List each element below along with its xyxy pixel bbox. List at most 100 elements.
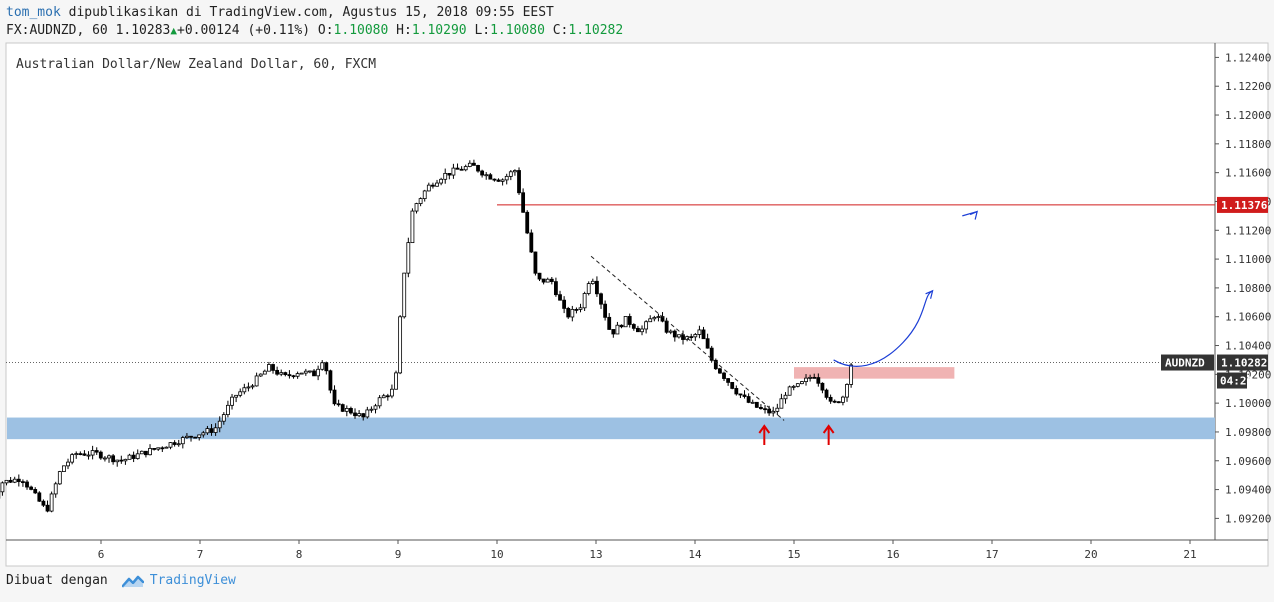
- candle: [0, 481, 5, 496]
- candle-body: [312, 370, 316, 377]
- candle: [74, 451, 79, 459]
- candle-body: [74, 453, 79, 456]
- candle: [426, 182, 431, 192]
- candle-body: [447, 172, 452, 176]
- candle-body: [12, 478, 17, 483]
- candle: [562, 296, 567, 314]
- resistance-price-tag: [1217, 196, 1268, 213]
- candle-body: [70, 454, 75, 463]
- candle-body: [217, 420, 222, 429]
- candle: [754, 401, 759, 409]
- candle-body: [656, 316, 661, 318]
- candle-body: [185, 435, 189, 438]
- tradingview-link[interactable]: TradingView: [149, 573, 236, 588]
- candle-body: [693, 334, 698, 338]
- candle-body: [582, 293, 587, 309]
- candle: [139, 450, 144, 455]
- candle: [254, 372, 259, 387]
- candle-body: [808, 376, 813, 379]
- candle-body: [53, 483, 58, 495]
- candle: [201, 430, 206, 438]
- chart-title: Australian Dollar/New Zealand Dollar, 60…: [16, 57, 376, 72]
- candle: [299, 372, 304, 375]
- candle: [508, 169, 513, 181]
- candle: [390, 384, 394, 399]
- close-value: 1.10282: [568, 23, 624, 38]
- candle-body: [492, 178, 497, 181]
- candle-body: [472, 162, 476, 166]
- candle: [775, 403, 780, 416]
- candle-body: [541, 278, 546, 283]
- candle: [504, 173, 509, 185]
- candle: [783, 392, 788, 404]
- candle-body: [496, 179, 501, 182]
- candle-body: [45, 504, 50, 512]
- trendline: [590, 255, 785, 421]
- candle: [701, 326, 706, 340]
- candle: [414, 202, 419, 214]
- candle: [340, 403, 345, 413]
- candle: [156, 447, 161, 451]
- candle-body: [800, 381, 804, 385]
- candle-body: [201, 432, 206, 436]
- candle: [62, 465, 66, 472]
- candle: [8, 476, 13, 484]
- candle-body: [701, 329, 706, 340]
- candle: [820, 382, 825, 394]
- candle-body: [197, 434, 202, 438]
- candle-body: [139, 450, 144, 455]
- price-tick-label: 1.11600: [1225, 167, 1271, 180]
- candle-body: [328, 370, 333, 391]
- candle: [611, 329, 616, 338]
- candle: [492, 178, 497, 182]
- tradingview-logo-icon: [121, 575, 144, 587]
- candle: [463, 164, 468, 172]
- candle-body: [250, 385, 255, 388]
- candle-body: [672, 330, 677, 338]
- candle: [623, 316, 628, 328]
- candle: [828, 394, 833, 404]
- candle-body: [353, 412, 357, 417]
- candle-body: [697, 329, 702, 335]
- candle: [213, 423, 218, 436]
- candle-body: [627, 316, 632, 325]
- candle: [250, 384, 255, 390]
- candle: [45, 500, 50, 513]
- candle-body: [705, 338, 710, 349]
- candle: [500, 178, 505, 186]
- candle: [697, 325, 702, 339]
- candle-body: [668, 330, 673, 333]
- candle-body: [623, 316, 628, 328]
- candle: [570, 305, 575, 322]
- candle: [713, 358, 718, 370]
- candle: [451, 163, 456, 179]
- price-tick-label: 1.11000: [1225, 253, 1271, 266]
- candle-body: [578, 307, 583, 310]
- candle-body: [816, 377, 821, 384]
- candle-body: [94, 450, 99, 453]
- price-tick-label: 1.12400: [1225, 51, 1271, 64]
- candle-body: [845, 384, 849, 398]
- candle: [709, 345, 714, 363]
- candle: [841, 395, 845, 406]
- published-text: dipublikasikan di TradingView.com, Agust…: [68, 5, 554, 20]
- candle: [431, 182, 435, 189]
- candle-body: [303, 370, 308, 374]
- candle-body: [357, 413, 362, 417]
- target-zone: [794, 367, 955, 379]
- candle-body: [554, 281, 558, 296]
- candle-body: [385, 395, 390, 398]
- candle: [160, 446, 165, 453]
- open-value: 1.10080: [333, 23, 389, 38]
- candle-body: [754, 401, 759, 408]
- candle: [726, 378, 731, 386]
- candle-body: [607, 316, 612, 330]
- candle: [4, 479, 9, 486]
- candle: [377, 395, 382, 409]
- candle-body: [414, 203, 419, 212]
- author-link[interactable]: tom_mok: [6, 5, 61, 20]
- candle: [148, 444, 152, 456]
- candle-body: [726, 378, 731, 383]
- candle: [496, 178, 501, 182]
